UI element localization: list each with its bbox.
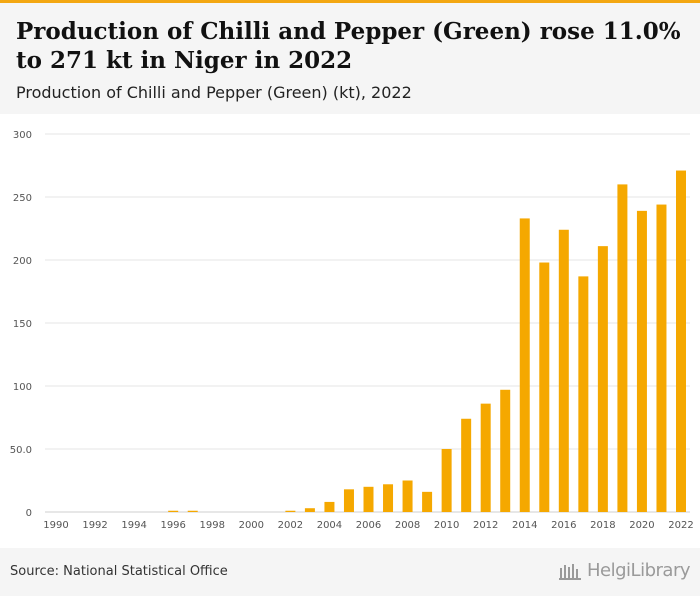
x-tick-label: 1998 — [200, 520, 225, 531]
bar-2014 — [519, 218, 530, 513]
bar-2012 — [480, 403, 491, 512]
x-tick-label: 1990 — [43, 520, 68, 531]
x-tick-label: 2002 — [278, 520, 303, 531]
bar-2004 — [324, 501, 335, 512]
bar-2015 — [539, 262, 550, 512]
x-tick-label: 1994 — [121, 520, 146, 531]
bar-2006 — [363, 486, 374, 512]
source-note: Source: National Statistical Office — [10, 564, 228, 579]
bar-1997 — [187, 510, 198, 512]
bar-2009 — [422, 491, 433, 512]
bar-2010 — [441, 449, 452, 512]
x-tick-label: 2012 — [473, 520, 498, 531]
logo-text: HelgiLibrary — [587, 560, 690, 581]
y-tick-label: 150 — [13, 319, 32, 330]
x-tick-label: 2018 — [590, 520, 615, 531]
bar-2018 — [597, 246, 608, 512]
x-tick-label: 2006 — [356, 520, 381, 531]
x-tick-label: 2016 — [551, 520, 576, 531]
bar-2016 — [558, 229, 569, 512]
chart-header: Production of Chilli and Pepper (Green) … — [0, 3, 700, 114]
bar-2008 — [402, 480, 413, 512]
bar-2005 — [343, 489, 354, 512]
chart-area: 0 50.0 100 150 200 250 300 1990 1992 1994 1996 1998… — [0, 114, 700, 544]
bar-2022 — [676, 170, 686, 512]
chart-subtitle: Production of Chilli and Pepper (Green) … — [16, 83, 412, 102]
x-tick-label: 1996 — [160, 520, 185, 531]
y-tick-label: 0 — [26, 508, 32, 519]
accent-bar — [0, 0, 700, 3]
bar-2017 — [578, 276, 589, 512]
y-tick-label: 200 — [13, 256, 32, 267]
y-tick-label: 300 — [13, 130, 32, 141]
x-tick-label: 2008 — [395, 520, 420, 531]
bar-2013 — [500, 389, 511, 512]
chart-footer: Source: National Statistical Office Helg… — [0, 548, 700, 596]
x-tick-label: 2010 — [434, 520, 459, 531]
bar-2007 — [383, 484, 394, 512]
x-tick-label: 2004 — [317, 520, 342, 531]
x-tick-label: 1992 — [82, 520, 107, 531]
library-icon — [559, 563, 582, 580]
helgi-library-logo[interactable]: HelgiLibrary — [559, 560, 690, 581]
y-tick-label: 100 — [13, 382, 32, 393]
x-tick-label: 2020 — [629, 520, 654, 531]
y-tick-label: 250 — [13, 193, 32, 204]
y-tick-label: 50.0 — [10, 445, 32, 456]
bar-chart: 0 50.0 100 150 200 250 300 1990 1992 1994 1996 1998… — [10, 130, 694, 531]
bar-2003 — [304, 508, 315, 512]
bar-2020 — [636, 210, 647, 513]
chart-title: Production of Chilli and Pepper (Green) … — [16, 18, 681, 74]
x-tick-label: 2022 — [668, 520, 693, 531]
bar-2002 — [285, 510, 296, 512]
bar-2011 — [461, 418, 472, 512]
bar-2021 — [656, 204, 667, 512]
x-tick-label: 2000 — [239, 520, 264, 531]
bar-1996 — [168, 510, 179, 512]
x-tick-label: 2014 — [512, 520, 537, 531]
bar-2019 — [617, 184, 628, 512]
